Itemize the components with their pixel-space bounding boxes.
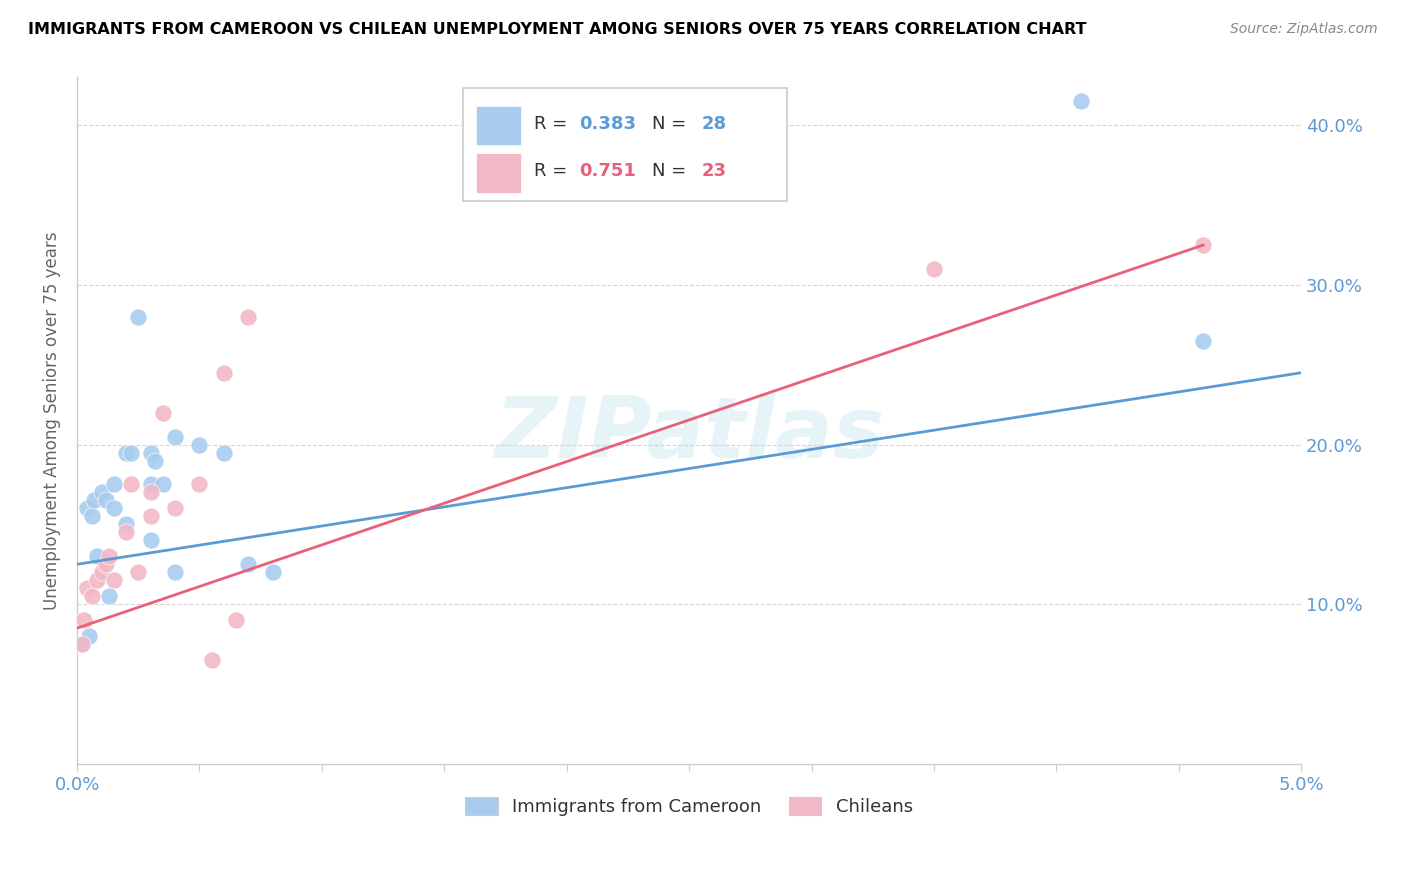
FancyBboxPatch shape	[477, 106, 522, 145]
Point	[163, 566, 186, 580]
Point	[139, 533, 162, 548]
Point	[922, 262, 945, 277]
Point	[83, 493, 105, 508]
Point	[145, 453, 167, 467]
Point	[103, 501, 125, 516]
Point	[90, 566, 112, 580]
Point	[97, 589, 120, 603]
Point	[201, 653, 224, 667]
Point	[86, 574, 108, 588]
Point	[188, 477, 211, 491]
Point	[139, 485, 162, 500]
Point	[127, 310, 149, 324]
Point	[1192, 238, 1215, 252]
FancyBboxPatch shape	[477, 153, 522, 193]
Point	[139, 509, 162, 524]
Point	[262, 566, 284, 580]
Point	[212, 445, 235, 459]
Point	[103, 477, 125, 491]
Text: 0.751: 0.751	[579, 162, 636, 180]
Point	[127, 566, 149, 580]
Point	[115, 517, 138, 532]
Point	[139, 477, 162, 491]
Point	[120, 477, 142, 491]
Point	[79, 629, 101, 643]
Point	[1070, 95, 1092, 109]
Point	[70, 637, 93, 651]
Text: N =: N =	[652, 115, 686, 133]
Point	[163, 501, 186, 516]
Legend: Immigrants from Cameroon, Chileans: Immigrants from Cameroon, Chileans	[458, 789, 920, 823]
Point	[163, 429, 186, 443]
Point	[238, 310, 260, 324]
Point	[97, 549, 120, 564]
Point	[96, 493, 118, 508]
Text: N =: N =	[652, 162, 686, 180]
Point	[70, 637, 93, 651]
Point	[76, 501, 98, 516]
Point	[238, 558, 260, 572]
Point	[86, 549, 108, 564]
Point	[90, 485, 112, 500]
Point	[80, 509, 103, 524]
Point	[115, 525, 138, 540]
FancyBboxPatch shape	[463, 87, 787, 201]
Point	[103, 574, 125, 588]
Point	[115, 445, 138, 459]
Text: 23: 23	[702, 162, 727, 180]
Point	[152, 406, 174, 420]
Point	[73, 613, 96, 627]
Point	[225, 613, 247, 627]
Point	[1192, 334, 1215, 348]
Point	[96, 558, 118, 572]
Point	[120, 445, 142, 459]
Text: R =: R =	[534, 162, 567, 180]
Point	[139, 445, 162, 459]
Point	[76, 581, 98, 595]
Point	[80, 589, 103, 603]
Text: 0.383: 0.383	[579, 115, 636, 133]
Text: IMMIGRANTS FROM CAMEROON VS CHILEAN UNEMPLOYMENT AMONG SENIORS OVER 75 YEARS COR: IMMIGRANTS FROM CAMEROON VS CHILEAN UNEM…	[28, 22, 1087, 37]
Text: R =: R =	[534, 115, 567, 133]
Y-axis label: Unemployment Among Seniors over 75 years: Unemployment Among Seniors over 75 years	[44, 231, 60, 610]
Point	[212, 366, 235, 380]
Text: 28: 28	[702, 115, 727, 133]
Text: Source: ZipAtlas.com: Source: ZipAtlas.com	[1230, 22, 1378, 37]
Text: ZIPatlas: ZIPatlas	[494, 392, 884, 475]
Point	[152, 477, 174, 491]
Point	[188, 437, 211, 451]
